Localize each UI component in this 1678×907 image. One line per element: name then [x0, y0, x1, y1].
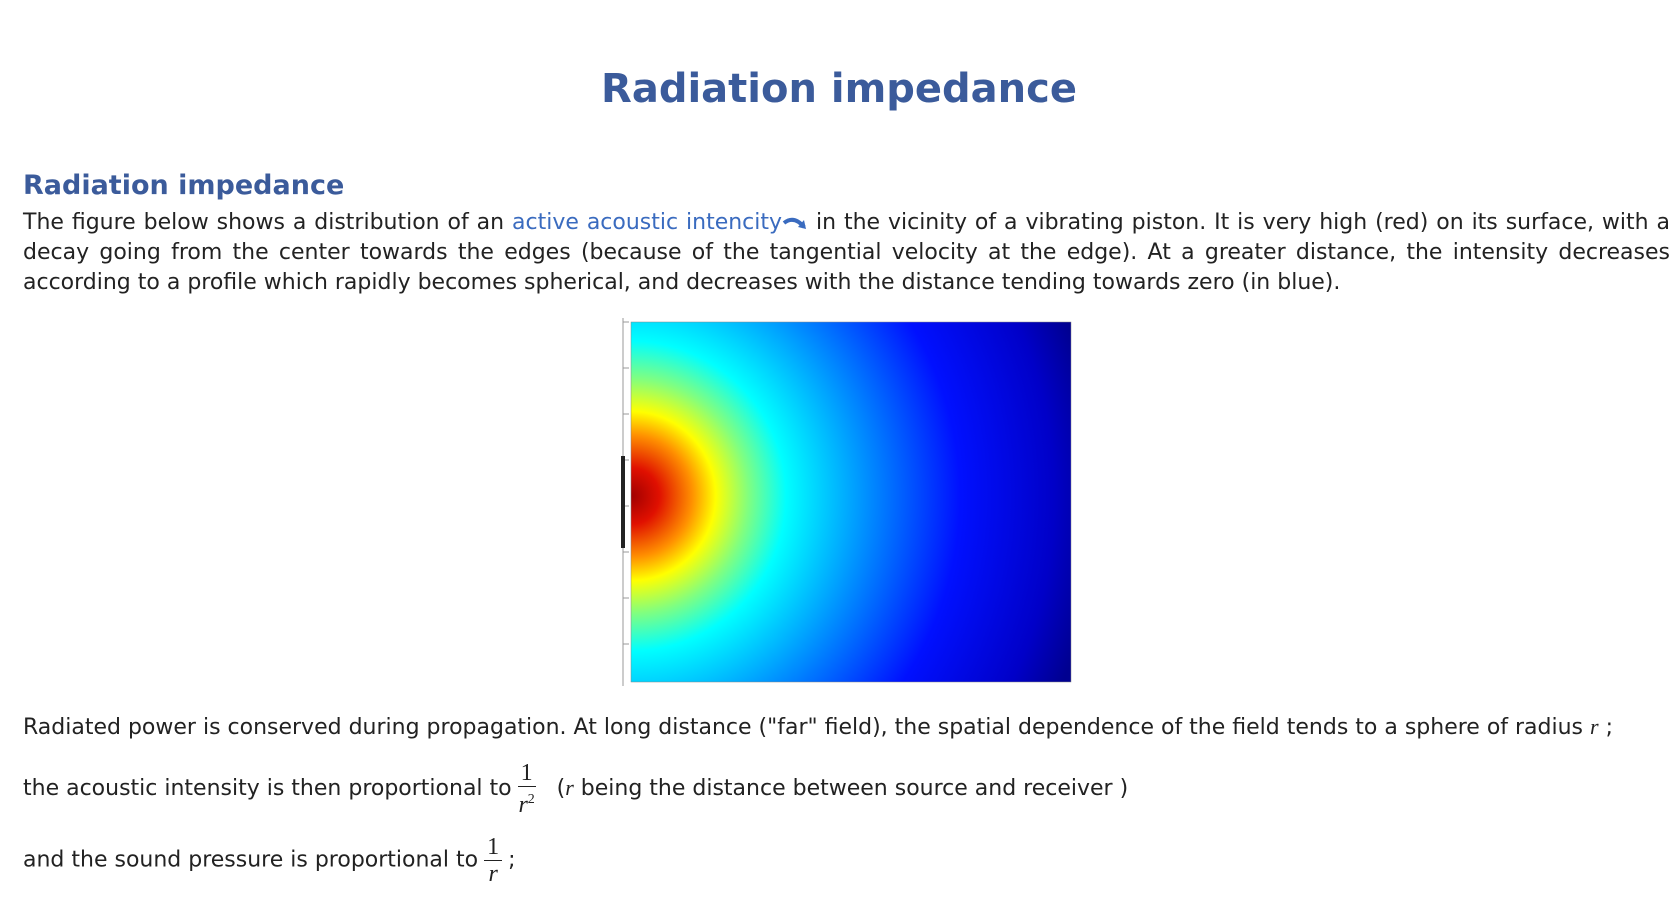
text: the acoustic intensity is then proportio…: [23, 776, 512, 801]
text: ;: [508, 847, 516, 873]
text: ;: [1605, 715, 1614, 740]
variable: r: [565, 775, 574, 800]
text: and the sound pressure is proportional t…: [23, 847, 479, 873]
page-title: Radiation impedance: [601, 66, 1077, 112]
exponent: 2: [527, 792, 535, 807]
text: Radiated power is conserved during propa…: [23, 715, 1584, 740]
text: in the vicinity of a vibrating piston. I…: [23, 210, 1670, 295]
section-heading: Radiation impedance: [23, 170, 345, 201]
text: The figure below shows a distribution of…: [23, 210, 505, 235]
numerator: 1: [484, 834, 503, 861]
glossary-link[interactable]: active acoustic intencity: [512, 210, 783, 235]
numerator: 1: [517, 760, 536, 787]
pressure-line: and the sound pressure is proportional t…: [23, 834, 1670, 887]
link-icon: [782, 217, 807, 229]
base: r: [518, 792, 528, 818]
text: (: [556, 776, 566, 801]
far-field-line: Radiated power is conserved during propa…: [23, 712, 1670, 743]
text: being the distance between source and re…: [580, 776, 1129, 801]
denominator: r: [488, 861, 498, 887]
intensity-figure: [621, 318, 1072, 686]
fraction: 1 r2: [517, 760, 536, 818]
variable: r: [1590, 714, 1599, 739]
denominator: r2: [518, 787, 534, 818]
intro-paragraph: The figure below shows a distribution of…: [23, 208, 1670, 298]
intensity-line: the acoustic intensity is then proportio…: [23, 760, 1670, 818]
